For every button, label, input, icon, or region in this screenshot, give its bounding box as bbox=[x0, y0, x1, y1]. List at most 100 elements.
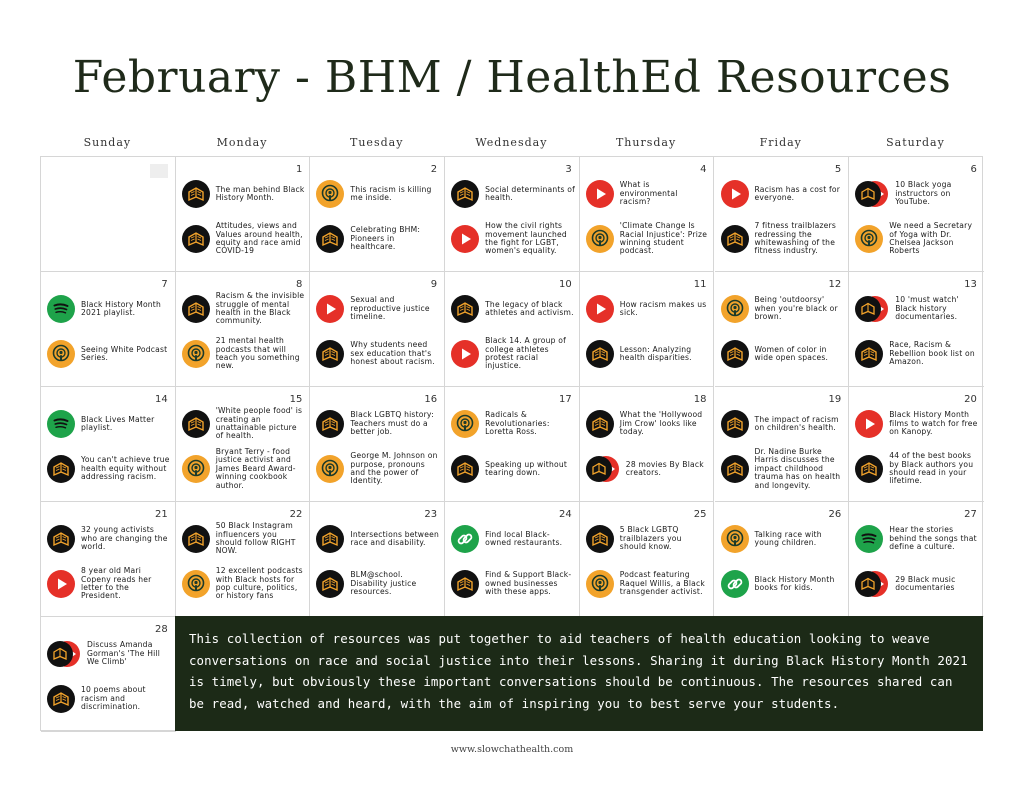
podcast-icon bbox=[47, 340, 75, 368]
resource-link[interactable]: 10 poems about racism and discrimination… bbox=[47, 677, 171, 721]
day-number: 19 bbox=[828, 394, 842, 405]
day-number: 16 bbox=[424, 394, 438, 405]
resource-title: Black History Month films to watch for f… bbox=[889, 410, 978, 437]
podcast-icon bbox=[181, 570, 210, 598]
podcast-icon bbox=[720, 525, 749, 553]
resource-link[interactable]: Black Lives Matter playlist. bbox=[47, 402, 171, 446]
footer-url[interactable]: www.slowchathealth.com bbox=[450, 744, 574, 755]
resource-link[interactable]: George M. Johnson on purpose, pronouns a… bbox=[316, 447, 440, 491]
resource-link[interactable]: 10 Black yoga instructors on YouTube. bbox=[855, 172, 979, 216]
resource-link[interactable]: Black History Month 2021 playlist. bbox=[47, 287, 171, 331]
resource-link[interactable]: What is environmental racism? bbox=[585, 172, 710, 216]
resource-link[interactable]: Black History Month books for kids. bbox=[720, 562, 845, 606]
resource-link[interactable]: 10 'must watch' Black history documentar… bbox=[855, 287, 979, 331]
resource-link[interactable]: Dr. Nadine Burke Harris discusses the im… bbox=[720, 447, 845, 491]
resource-title: Black Lives Matter playlist. bbox=[81, 414, 155, 432]
resource-link[interactable]: Seeing White Podcast Series. bbox=[47, 332, 171, 376]
resource-link[interactable]: Podcast featuring Raquel Willis, a Black… bbox=[585, 562, 710, 606]
day-header-sunday: Sunday bbox=[83, 136, 132, 149]
resource-link[interactable]: 8 year old Mari Copeny reads her letter … bbox=[47, 562, 171, 606]
resource-link[interactable]: Women of color in wide open spaces. bbox=[720, 332, 845, 376]
resource-link[interactable]: Racism & the invisible struggle of menta… bbox=[181, 287, 306, 331]
resource-link[interactable]: The man behind Black History Month. bbox=[181, 172, 306, 216]
resource-link[interactable]: Black History Month films to watch for f… bbox=[855, 402, 979, 446]
resource-title: Radicals & Revolutionaries: Loretta Ross… bbox=[485, 410, 550, 437]
podcast-icon bbox=[316, 455, 345, 483]
day-number: 28 bbox=[154, 624, 168, 635]
resource-link[interactable]: You can't achieve true health equity wit… bbox=[47, 447, 171, 491]
resource-link[interactable]: We need a Secretary of Yoga with Dr. Che… bbox=[855, 217, 979, 261]
book-icon bbox=[720, 455, 749, 483]
podcast-icon bbox=[181, 340, 210, 368]
resource-link[interactable]: 32 young activists who are changing the … bbox=[47, 517, 171, 561]
resource-link[interactable]: Find & Support Black-owned businesses wi… bbox=[451, 562, 575, 606]
resource-link[interactable]: Speaking up without tearing down. bbox=[451, 447, 575, 491]
resource-link[interactable]: Radicals & Revolutionaries: Loretta Ross… bbox=[451, 402, 575, 446]
day-number: 13 bbox=[964, 279, 977, 290]
resource-link[interactable]: 28 movies By Black creators. bbox=[585, 447, 710, 491]
resource-link[interactable]: 7 fitness trailblazers redressing the wh… bbox=[720, 217, 845, 261]
spotify-icon bbox=[855, 525, 884, 553]
resource-title: 21 mental health podcasts that will teac… bbox=[215, 336, 300, 371]
resource-title: Racism has a cost for everyone. bbox=[754, 184, 841, 202]
resource-title: How racism makes us sick. bbox=[619, 299, 707, 317]
day-cell-23: 23 Intersections between race and disabil… bbox=[310, 502, 446, 617]
resource-title: You can't achieve true health equity wit… bbox=[81, 455, 170, 482]
resource-title: 29 Black music documentaries bbox=[895, 574, 956, 592]
resource-link[interactable]: 44 of the best books by Black authors yo… bbox=[855, 447, 979, 491]
resource-link[interactable]: Black 14. A group of college athletes pr… bbox=[451, 332, 575, 376]
resource-link[interactable]: What the 'Hollywood Jim Crow' looks like… bbox=[585, 402, 710, 446]
resource-link[interactable]: Social determinants of health. bbox=[451, 172, 575, 216]
resource-link[interactable]: Why students need sex education that's h… bbox=[316, 332, 440, 376]
day-cell-17: 17 Radicals & Revolutionaries: Loretta Ro… bbox=[445, 387, 580, 502]
resource-title: Celebrating BHM: Pioneers in healthcare. bbox=[350, 225, 421, 252]
resource-link[interactable]: 21 mental health podcasts that will teac… bbox=[181, 332, 306, 376]
resource-link[interactable]: Racism has a cost for everyone. bbox=[720, 172, 845, 216]
book-icon bbox=[720, 410, 749, 438]
resource-link[interactable]: Find local Black-owned restaurants. bbox=[451, 517, 575, 561]
day-cell-8: 8 Racism & the invisible struggle of ment… bbox=[175, 272, 311, 387]
book-icon bbox=[181, 180, 210, 208]
resource-title: 28 movies By Black creators. bbox=[625, 459, 704, 477]
resource-link[interactable]: BLM@school. Disability justice resources… bbox=[316, 562, 440, 606]
resource-title: 32 young activists who are changing the … bbox=[81, 525, 168, 552]
resource-link[interactable]: 'White people food' is creating an unatt… bbox=[181, 402, 306, 446]
day-header-wednesday: Wednesday bbox=[475, 136, 548, 149]
resource-link[interactable]: Bryant Terry - food justice activist and… bbox=[181, 447, 306, 491]
resource-link[interactable]: Black LGBTQ history: Teachers must do a … bbox=[316, 402, 440, 446]
resource-link[interactable]: 5 Black LGBTQ trailblazers you should kn… bbox=[585, 517, 710, 561]
resource-link[interactable]: Lesson: Analyzing health disparities. bbox=[585, 332, 710, 376]
resource-link[interactable]: Being 'outdoorsy' when you're black or b… bbox=[720, 287, 845, 331]
day-cell-1: 1 The man behind Black History Month. Atti… bbox=[175, 157, 311, 272]
resource-link[interactable]: 50 Black Instagram influencers you shoul… bbox=[181, 517, 306, 561]
resource-link[interactable]: The impact of racism on children's healt… bbox=[720, 402, 845, 446]
day-cell-15: 15 'White people food' is creating an una… bbox=[175, 387, 311, 502]
resource-link[interactable]: Intersections between race and disabilit… bbox=[316, 517, 440, 561]
video-book-icon bbox=[855, 180, 889, 208]
resource-link[interactable]: How racism makes us sick. bbox=[585, 287, 710, 331]
day-number: 9 bbox=[430, 279, 438, 290]
resource-link[interactable]: 'Climate Change Is Racial Injustice': Pr… bbox=[585, 217, 710, 261]
resource-link[interactable]: Hear the stories behind the songs that d… bbox=[855, 517, 979, 561]
book-icon bbox=[316, 340, 345, 368]
resource-link[interactable]: Talking race with young children. bbox=[720, 517, 845, 561]
resource-title: We need a Secretary of Yoga with Dr. Che… bbox=[889, 221, 973, 256]
resource-link[interactable]: 12 excellent podcasts with Black hosts f… bbox=[181, 562, 306, 606]
resource-link[interactable]: This racism is killing me inside. bbox=[316, 172, 440, 216]
video-book-icon bbox=[855, 295, 889, 323]
play-video-icon bbox=[47, 570, 75, 598]
resource-link[interactable]: Sexual and reproductive justice timeline… bbox=[316, 287, 440, 331]
resource-link[interactable]: Race, Racism & Rebellion book list on Am… bbox=[855, 332, 979, 376]
resource-link[interactable]: The legacy of black athletes and activis… bbox=[451, 287, 575, 331]
day-cell-16: 16 Black LGBTQ history: Teachers must do … bbox=[310, 387, 446, 502]
resource-link[interactable]: How the civil rights movement launched t… bbox=[451, 217, 575, 261]
resource-link[interactable]: Celebrating BHM: Pioneers in healthcare. bbox=[316, 217, 440, 261]
book-icon bbox=[181, 225, 210, 253]
resource-link[interactable]: Attitudes, views and Values around healt… bbox=[181, 217, 306, 261]
resource-link[interactable]: Discuss Amanda Gorman's 'The Hill We Cli… bbox=[47, 632, 171, 676]
resource-link[interactable]: 29 Black music documentaries bbox=[855, 562, 979, 606]
day-header-monday: Monday bbox=[216, 136, 268, 149]
resource-title: The legacy of black athletes and activis… bbox=[485, 299, 574, 317]
day-number: 4 bbox=[700, 164, 707, 175]
resource-title: 10 'must watch' Black history documentar… bbox=[895, 295, 959, 322]
